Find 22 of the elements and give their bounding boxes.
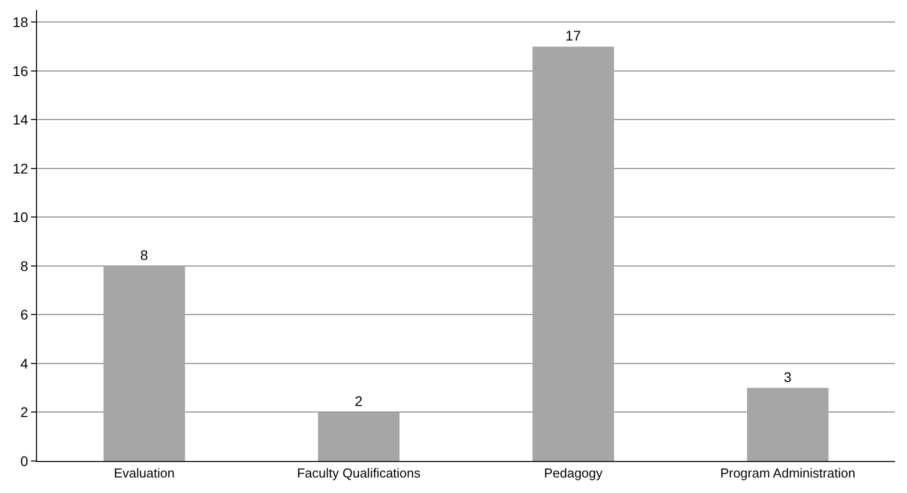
bar — [318, 412, 400, 461]
y-tick-label: 6 — [20, 306, 28, 323]
x-tick-label: Program Administration — [720, 466, 856, 481]
y-tick-label: 4 — [20, 355, 28, 372]
bar — [104, 266, 186, 461]
y-tick-label: 0 — [20, 452, 28, 469]
bar — [747, 388, 829, 461]
y-tick-label: 12 — [12, 160, 28, 176]
y-tick-label: 18 — [12, 14, 28, 30]
y-tick-label: 14 — [12, 112, 28, 128]
data-label: 8 — [140, 246, 148, 263]
data-label: 2 — [354, 393, 363, 410]
x-tick-label: Faculty Qualifications — [296, 466, 422, 481]
bar — [532, 46, 614, 461]
data-label: 17 — [565, 28, 582, 44]
y-tick-label: 8 — [20, 258, 28, 274]
x-tick-label: Evaluation — [114, 466, 175, 481]
y-tick-label: 16 — [12, 62, 28, 79]
data-label: 3 — [784, 368, 792, 385]
y-tick-label: 2 — [20, 404, 28, 420]
x-tick-label: Pedagogy — [544, 466, 604, 481]
y-tick-label: 10 — [12, 209, 28, 226]
